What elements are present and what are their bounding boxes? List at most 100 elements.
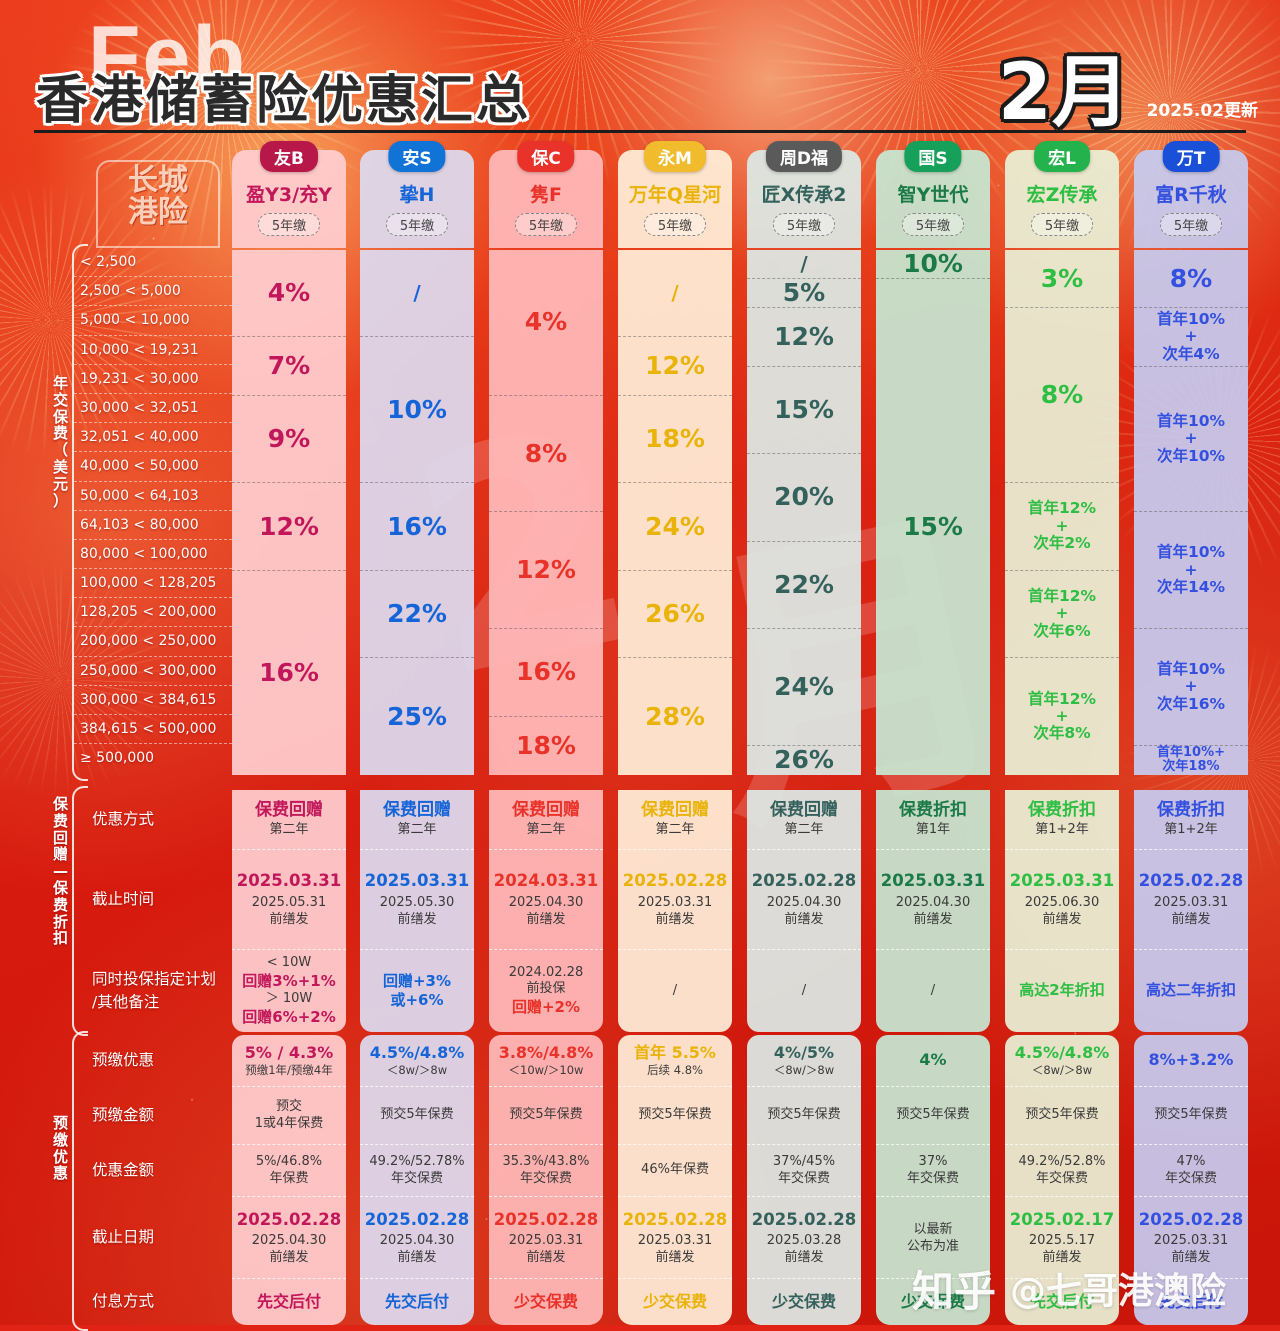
premium-tier: 250,000 < 300,000 [74,657,232,686]
product-name: 盈Y3/充Y [246,184,332,206]
rate-cell: 24% [618,483,732,571]
premium-tier: 40,000 < 50,000 [74,452,232,482]
discount-method-main: 保费回赠 [641,800,709,821]
prepay-discount-cell: 4%/5% ＜8w/＞8w [747,1035,861,1087]
rate-cell: / [360,250,474,338]
interest-method-cell: 先交后付 [232,1279,346,1325]
rebate-section-bracket [72,786,88,1036]
discount-method-sub: 第二年 [269,822,309,838]
brand-tag-2[interactable]: 安S [388,141,446,172]
rate-card-1 [232,250,346,775]
rate-cell: 4% [232,250,346,338]
prepay-deadline-main: 2025.02.28 [236,1209,342,1229]
rate-value: 3% [1040,263,1084,293]
rate-value: 16% [259,657,319,687]
prepay-deadline-sub2: 前缮发 [784,1249,824,1265]
deadline-main: 2025.03.31 [236,871,342,891]
interest-method-value: 少交保费 [642,1291,707,1311]
prepay-deadline-cell: 2025.02.28 2025.04.30 前缮发 [232,1197,346,1279]
brand-tag-5[interactable]: 周D福 [765,141,843,172]
brand-tag-1[interactable]: 友B [260,141,318,172]
rate-cell: 26% [747,746,861,775]
deadline-sub2: 前缮发 [655,912,695,928]
combo-note-cell: / [747,950,861,1032]
rate-value: 20% [774,482,834,512]
combo-note-line: < 10W [266,955,312,971]
deadline-sub1: 2025.05.31 [251,895,327,911]
deadline-sub1: 2025.04.30 [895,895,971,911]
rate-cell: 3% [1005,250,1119,309]
rate-cell: 首年10% + 次年16% [1134,629,1248,746]
prepay-discount-cell: 4% [876,1035,990,1087]
combo-note-cell: / [876,950,990,1032]
combo-note-cell: 高达2年折扣 [1005,950,1119,1032]
rate-cell: 25% [360,658,474,775]
rate-value: 首年10% + 次年10% [1156,411,1226,465]
discount-method-main: 保费回赠 [383,800,451,821]
rate-value: 首年10% + 次年14% [1156,543,1226,596]
deadline-sub1: 2025.04.30 [766,895,842,911]
discount-method-sub: 第二年 [526,822,566,838]
prepay-discount-main: 3.8%/4.8% [498,1042,594,1062]
brand-tag-3[interactable]: 保C [517,141,575,172]
brand-tag-8[interactable]: 万T [1162,141,1220,172]
prepay-deadline-sub1: 2025.03.28 [766,1232,842,1248]
deadline-main: 2025.02.28 [622,871,728,891]
rate-value: 首年10%+ 次年18% [1156,744,1225,775]
rate-value: 12% [259,511,319,541]
prepay-amount-cell: 预交5年保费 [1134,1087,1248,1145]
interest-method-value: 少交保费 [771,1291,836,1311]
rate-value: 22% [774,569,834,599]
product-name: 万年Q星河 [628,184,722,206]
premium-tier: 50,000 < 64,103 [74,482,232,511]
deadline-sub1: 2025.04.30 [508,895,584,911]
prepay-discount-cell: 5% / 4.3% 预缴1年/预缴4年 [232,1035,346,1087]
discount-amount-line: 年交保费 [390,1170,443,1186]
rate-cell: 12% [618,337,732,396]
prepay-deadline-cell: 2025.02.17 2025.5.17 前缮发 [1005,1197,1119,1279]
premium-tier: 5,000 < 10,000 [74,306,232,336]
rate-value: 12% [645,351,705,381]
brand-tag-7[interactable]: 宏L [1034,141,1090,172]
prepay-deadline-sub2: 公布为准 [906,1239,959,1254]
product-name: 挚H [399,184,435,206]
prepay-card-7 [1005,1035,1119,1325]
discount-amount-line: 49.2%/52.8% [1018,1153,1106,1169]
rate-value: 24% [774,671,834,701]
deadline-main: 2025.02.28 [751,871,857,891]
combo-note-line: 或+6% [390,991,444,1009]
rate-value: 10% [903,249,963,279]
rate-cell: 16% [489,629,603,717]
discount-amount-cell: 47% 年交保费 [1134,1145,1248,1197]
brand-tag-6[interactable]: 国S [904,141,962,172]
deadline-sub1: 2025.05.30 [379,895,455,911]
combo-note-cell: 2024.02.28 前投保 回赠+2% [489,950,603,1032]
brand-tag-4[interactable]: 永M [644,141,706,172]
row-label-discount-amount: 优惠金额 [92,1161,155,1180]
prepay-deadline-sub2: 前缮发 [655,1249,695,1265]
premium-tier: 32,051 < 40,000 [74,423,232,453]
premium-tier: 80,000 < 100,000 [74,540,232,570]
rate-value: 8% [1040,380,1084,410]
combo-note-line: / [801,982,807,998]
deadline-cell: 2025.02.28 2025.03.31 前缮发 [1134,850,1248,950]
discount-amount-line: 年交保费 [906,1170,959,1186]
rate-cell: 首年12% + 次年6% [1005,571,1119,659]
rebate-card-3 [489,790,603,1032]
rate-value: 15% [774,394,834,424]
rate-value: 16% [516,657,576,687]
discount-amount-line: 年交保费 [1164,1170,1217,1186]
deadline-cell: 2025.03.31 2025.04.30 前缮发 [876,850,990,950]
prepay-deadline-sub1: 2025.04.30 [379,1232,455,1248]
rate-value: 28% [645,701,705,731]
discount-method-sub: 第二年 [655,822,695,838]
premium-tier: 19,231 < 30,000 [74,365,232,394]
prepay-discount-cell: 3.8%/4.8% ＜10w/＞10w [489,1035,603,1087]
prepay-amount-cell: 预交5年保费 [360,1087,474,1145]
discount-amount-cell: 35.3%/43.8% 年交保费 [489,1145,603,1197]
rate-cell: 22% [360,571,474,659]
rate-value: 首年10% + 次年16% [1156,659,1226,713]
rate-value: 4% [524,307,568,337]
user-watermark: @七哥港澳险 [1010,1271,1227,1312]
prepay-card-4 [618,1035,732,1325]
